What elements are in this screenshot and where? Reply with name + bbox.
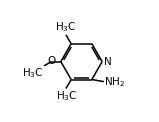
Text: H$_3$C: H$_3$C xyxy=(56,90,77,103)
Text: H$_3$C: H$_3$C xyxy=(22,66,44,80)
Text: N: N xyxy=(104,57,112,67)
Text: O: O xyxy=(47,56,55,66)
Text: H$_3$C: H$_3$C xyxy=(55,20,76,34)
Text: NH$_2$: NH$_2$ xyxy=(104,75,125,89)
